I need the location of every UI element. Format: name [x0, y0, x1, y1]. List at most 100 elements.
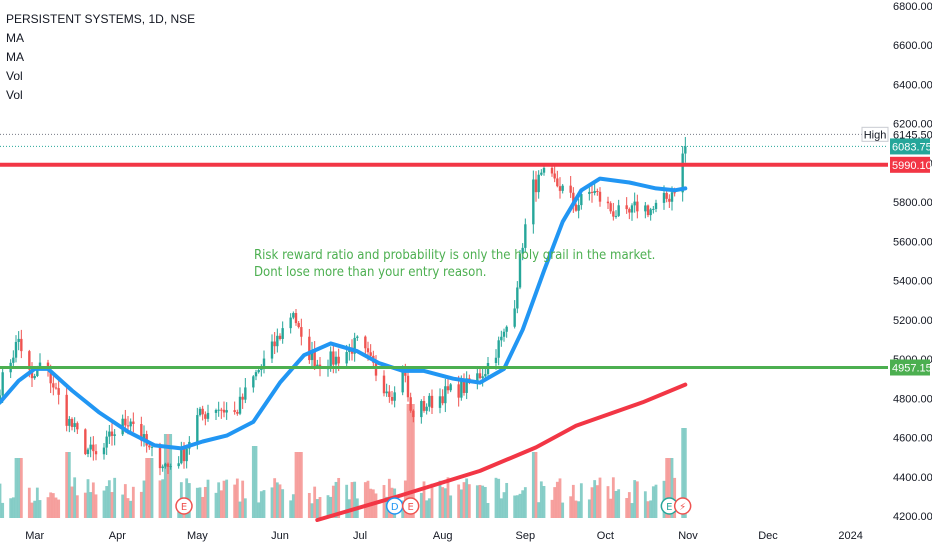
- candle-body: [494, 357, 498, 364]
- volume-bar: [113, 477, 117, 518]
- volume-bar: [577, 501, 581, 518]
- volume-bar: [542, 486, 546, 518]
- candle-body: [294, 313, 298, 324]
- volume-bar: [201, 496, 205, 518]
- event-marker-icon[interactable]: [673, 497, 692, 515]
- volume-bar: [587, 499, 591, 518]
- time-tick-label: Jun: [271, 530, 289, 542]
- candle-body: [513, 308, 516, 327]
- candle-body: [558, 186, 562, 191]
- candle-body: [574, 204, 578, 211]
- volume-bar: [667, 458, 671, 518]
- candle-body: [300, 327, 303, 337]
- event-marker-icon[interactable]: [175, 497, 193, 515]
- volume-bar: [54, 497, 58, 518]
- candle-body: [430, 395, 434, 408]
- legend-vol-2[interactable]: Vol: [6, 88, 23, 102]
- candle-body: [345, 352, 348, 364]
- volume-bar: [86, 479, 90, 518]
- price-tick-label: 6600.00: [893, 40, 932, 52]
- candle-body: [524, 224, 527, 248]
- candle-body: [353, 337, 356, 354]
- volume-bar: [331, 485, 335, 518]
- candle-body: [561, 185, 564, 191]
- chart-legend: PERSISTENT SYSTEMS, 1D, NSE MA MA Vol Vo…: [6, 10, 195, 105]
- candle-body: [390, 396, 394, 401]
- event-marker-icon[interactable]: [401, 497, 420, 515]
- time-tick-label: Mar: [25, 530, 44, 542]
- candle-body: [364, 336, 367, 349]
- volume-bar: [617, 489, 621, 518]
- candle-body: [636, 201, 639, 212]
- last-price-badge: [890, 138, 930, 155]
- candle-body: [164, 463, 167, 467]
- candle-body: [54, 387, 58, 389]
- volume-bar: [531, 452, 535, 518]
- annotation-line-2: Dont lose more than your entry reason.: [254, 264, 487, 280]
- legend-ma-2[interactable]: MA: [6, 50, 24, 64]
- candle-body: [132, 421, 135, 424]
- candle-body: [198, 408, 202, 416]
- candle-body: [148, 445, 151, 448]
- candle-body: [142, 434, 146, 441]
- volume-bar: [553, 487, 557, 518]
- price-tick-label: 4400.00: [893, 472, 932, 484]
- volume-bar: [241, 480, 245, 518]
- candle-body: [17, 338, 20, 342]
- volume-bar: [350, 482, 354, 518]
- candle-body: [382, 375, 386, 394]
- volume-bar: [449, 495, 453, 518]
- candle-body: [292, 313, 295, 318]
- volume-bar: [326, 495, 330, 518]
- candle-body: [497, 340, 500, 358]
- candle-body: [673, 192, 676, 194]
- candle-body: [185, 448, 188, 462]
- candle-body: [521, 247, 524, 254]
- volume-bar: [126, 498, 130, 518]
- candle-body: [49, 369, 52, 384]
- candle-body: [105, 436, 108, 448]
- candle-body: [110, 431, 114, 436]
- event-marker-letter: E: [408, 502, 414, 513]
- candle-body: [89, 444, 92, 450]
- volume-bar: [374, 493, 378, 518]
- volume-bar: [259, 491, 263, 518]
- candle-body: [662, 192, 666, 203]
- volume-bar: [67, 452, 71, 518]
- volume-bar: [217, 482, 221, 518]
- volume-bar: [0, 483, 2, 518]
- volume-bar: [1, 502, 5, 518]
- volume-bar: [345, 484, 349, 518]
- candle-body: [644, 205, 647, 212]
- volume-bar: [17, 458, 21, 518]
- candle-body: [572, 192, 575, 205]
- candle-body: [337, 356, 340, 364]
- candle-body: [262, 358, 266, 367]
- volume-bar: [251, 446, 255, 518]
- volume-bar: [502, 492, 506, 518]
- price-tick-label: 5600.00: [893, 236, 932, 248]
- short-moving-average: [0, 176, 688, 451]
- volume-bar: [222, 480, 226, 518]
- candle-body: [36, 367, 39, 376]
- candle-body: [652, 208, 655, 210]
- candle-body: [516, 287, 519, 309]
- volume-bar: [65, 452, 69, 518]
- candle-body: [332, 351, 335, 365]
- candle-body: [449, 384, 452, 391]
- volume-bar: [89, 492, 93, 518]
- volume-bar: [38, 500, 42, 518]
- volume-bar: [537, 502, 541, 518]
- legend-vol-1[interactable]: Vol: [6, 69, 23, 83]
- annotation-text: Risk reward ratio and probability is onl…: [254, 247, 655, 281]
- candle-body: [502, 331, 506, 337]
- legend-ma-1[interactable]: MA: [6, 31, 24, 45]
- candle-body: [532, 179, 535, 225]
- event-marker-letter: D: [391, 502, 399, 513]
- candle-body: [102, 447, 106, 455]
- volume-bar: [254, 446, 258, 518]
- candle-body: [313, 350, 316, 368]
- time-tick-label: Nov: [678, 530, 698, 542]
- volume-bar: [363, 482, 367, 518]
